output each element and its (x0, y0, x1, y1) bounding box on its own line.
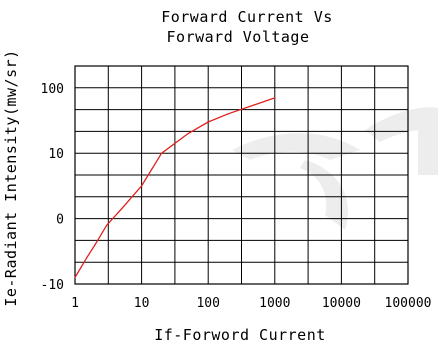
x-tick-label: 100000 (385, 296, 432, 311)
series-point (86, 257, 88, 259)
grid (74, 65, 409, 285)
series-point (274, 97, 276, 99)
y-tick-labels: -10 0 10 100 (41, 82, 64, 293)
series-point (74, 276, 76, 279)
series-layer (74, 97, 276, 279)
x-tick-labels: 1 10 100 1000 10000 100000 (71, 296, 431, 311)
y-tick-label: 100 (41, 82, 64, 97)
series-point (254, 104, 256, 106)
x-tick-label: 1000 (259, 296, 290, 311)
watermark-logo (232, 107, 438, 230)
y-tick-label: 0 (56, 213, 64, 228)
x-tick-label: 10 (134, 296, 150, 311)
series-point (106, 224, 108, 226)
series-point (187, 132, 189, 135)
series-point (141, 185, 143, 187)
series-point (161, 152, 163, 154)
chart-title-line2: Forward Voltage (167, 28, 310, 46)
x-tick-label: 10000 (322, 296, 361, 311)
x-tick-label: 100 (196, 296, 219, 311)
y-tick-label: 10 (48, 147, 64, 162)
x-axis-label: If-Forword Current (154, 326, 326, 344)
chart-title-line1: Forward Current Vs (161, 8, 333, 26)
series-point (120, 208, 123, 210)
y-axis-label: Ie-Radiant Intensity(mw/sr) (2, 49, 20, 306)
x-tick-label: 1 (71, 296, 79, 311)
series-point (94, 244, 96, 246)
series-line (74, 97, 276, 278)
series-point (207, 121, 209, 123)
y-tick-label: -10 (41, 278, 64, 293)
series-point (227, 113, 229, 115)
